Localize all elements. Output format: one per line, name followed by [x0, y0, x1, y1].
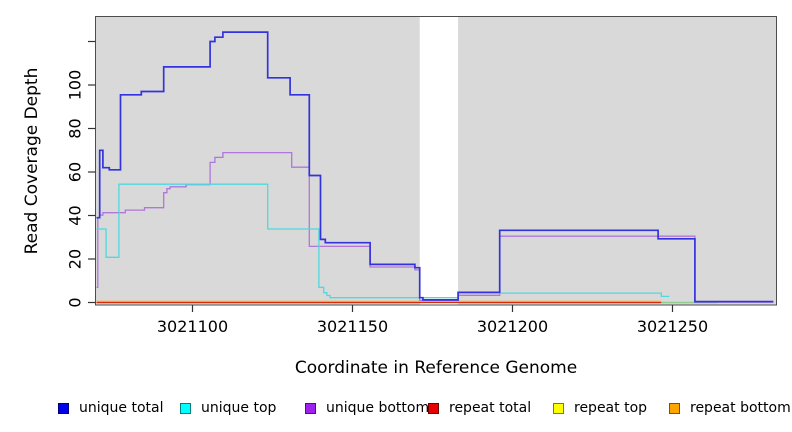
y-tick-label: 40	[66, 205, 85, 225]
legend-item-unique-total: unique total	[58, 401, 163, 415]
y-tick-label: 0	[66, 297, 85, 307]
legend-swatch-repeat-total	[428, 402, 439, 414]
legend-label: repeat total	[449, 400, 532, 416]
series-unique-total-line	[96, 31, 774, 303]
legend-item-unique-top: unique top	[180, 401, 276, 415]
legend-swatch-unique-top	[180, 402, 191, 414]
plot-background-right	[458, 16, 777, 305]
y-tick-label: 60	[66, 162, 85, 182]
legend: unique total unique top unique bottom re…	[0, 0, 792, 415]
legend-label: unique total	[79, 400, 164, 416]
y-tick-label: 20	[66, 249, 85, 269]
legend-swatch-repeat-bottom	[669, 402, 680, 414]
y-tick-label: 100	[66, 70, 85, 101]
y-axis-title: Read Coverage Depth	[22, 68, 42, 255]
legend-label: repeat bottom	[690, 400, 791, 416]
series-layer	[96, 31, 774, 304]
x-tick-label: 3021100	[157, 317, 228, 336]
legend-swatch-unique-total	[58, 402, 69, 414]
legend-item-unique-bottom: unique bottom	[305, 401, 429, 415]
plot-border	[95, 16, 777, 306]
legend-label: repeat top	[574, 400, 648, 416]
x-tick-label: 3021150	[317, 317, 388, 336]
legend-label: unique bottom	[326, 400, 430, 416]
x-axis-title: Coordinate in Reference Genome	[295, 358, 577, 378]
plot-background-layer	[95, 16, 777, 305]
legend-swatch-repeat-top	[553, 402, 564, 414]
legend-label: unique top	[201, 400, 277, 416]
legend-item-repeat-total: repeat total	[428, 401, 531, 415]
y-tick-label: 80	[66, 118, 85, 138]
legend-item-repeat-top: repeat top	[553, 401, 647, 415]
x-tick-label: 3021250	[637, 317, 708, 336]
legend-swatch-unique-bottom	[305, 402, 316, 414]
x-tick-label: 3021200	[477, 317, 548, 336]
legend-item-repeat-bottom: repeat bottom	[669, 401, 791, 415]
plot-background-left	[95, 16, 420, 305]
axis-layer: 0 20 40 60 80 100 3021100 3021150 3021200 3021250	[66, 16, 777, 336]
